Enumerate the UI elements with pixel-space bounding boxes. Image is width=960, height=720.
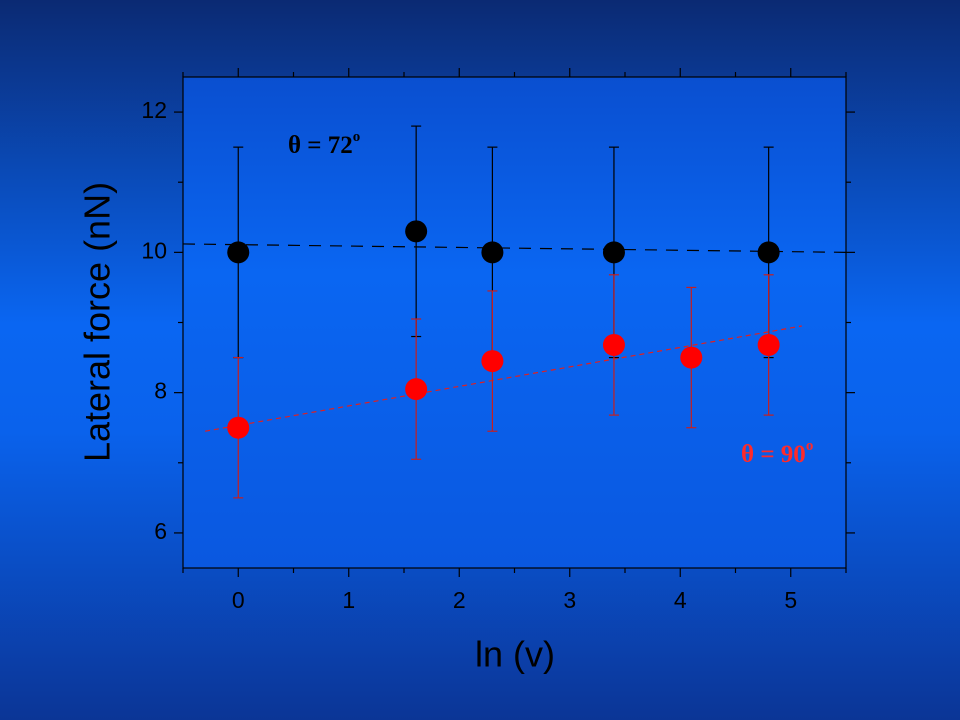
annotation-text: θ = 72 (288, 132, 353, 159)
point (680, 346, 703, 369)
y-tick-label: 6 (154, 518, 167, 544)
annotation-text: θ = 90 (741, 441, 806, 468)
x-tick-label: 3 (563, 587, 576, 613)
fit-line (182, 243, 847, 253)
annotation: θ = 90o (741, 438, 813, 467)
point (602, 333, 625, 356)
point (481, 350, 504, 373)
x-tick-label: 5 (784, 587, 797, 613)
point (405, 220, 428, 243)
x-tick-label: 2 (453, 587, 466, 613)
annotation-sup: o (353, 130, 361, 146)
point (405, 378, 428, 401)
y-tick-label: 12 (141, 97, 167, 123)
fit-line (204, 325, 802, 432)
point (481, 241, 504, 264)
point (757, 241, 780, 264)
y-tick-label: 10 (141, 237, 167, 263)
x-tick-label: 0 (232, 587, 245, 613)
x-tick-label: 4 (674, 587, 687, 613)
annotation: θ = 72o (288, 130, 360, 159)
y-axis-label: Lateral force (nN) (77, 182, 118, 462)
point (227, 241, 250, 264)
plot-area (182, 76, 847, 569)
y-tick-label: 8 (154, 378, 167, 404)
x-tick-label: 1 (342, 587, 355, 613)
point (227, 416, 250, 439)
x-axis-label: ln (v) (475, 634, 555, 675)
point (602, 241, 625, 264)
annotation-sup: o (806, 438, 814, 454)
point (757, 333, 780, 356)
